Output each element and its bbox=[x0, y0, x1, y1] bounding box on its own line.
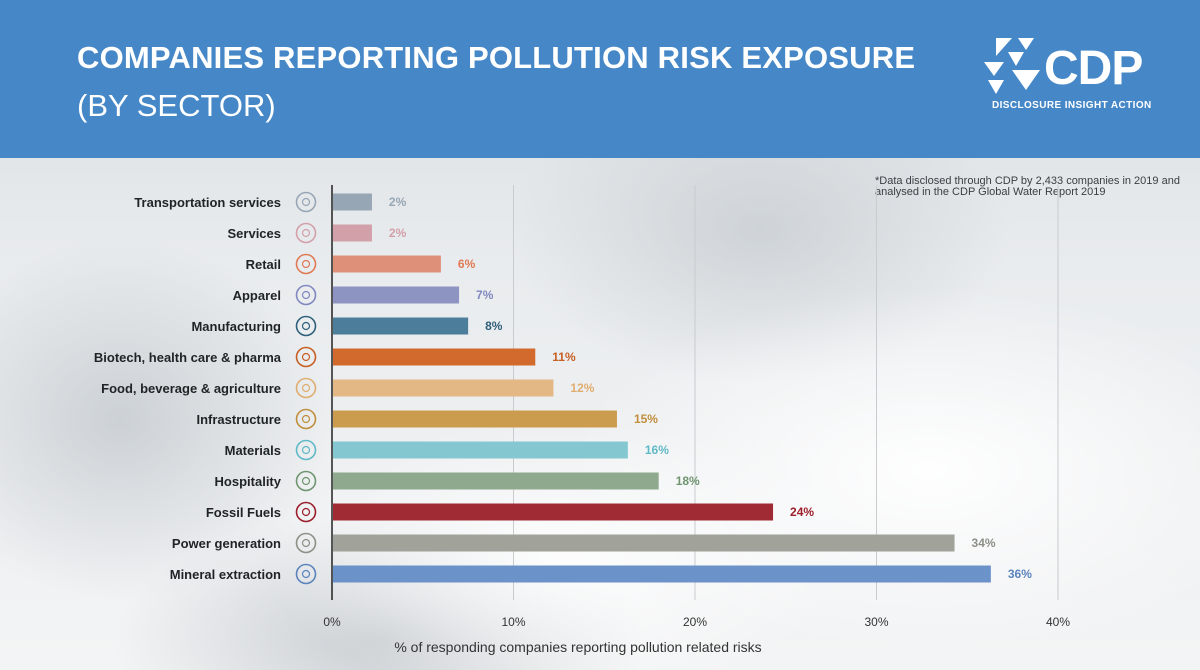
x-tick-labels: 0% 10% 20% 30% 40% bbox=[323, 615, 1070, 629]
building-icon bbox=[295, 408, 317, 430]
category-label: Transportation services bbox=[134, 195, 281, 210]
x-axis-title: % of responding companies reporting poll… bbox=[394, 639, 761, 655]
x-tick-label: 0% bbox=[323, 615, 341, 629]
category-label: Food, beverage & agriculture bbox=[101, 381, 281, 396]
bar bbox=[333, 534, 955, 552]
bar bbox=[333, 441, 628, 459]
value-label: 36% bbox=[1008, 567, 1032, 581]
value-label: 8% bbox=[485, 319, 503, 333]
value-label: 12% bbox=[570, 381, 594, 395]
category-label: Retail bbox=[246, 257, 281, 272]
services-icon bbox=[295, 222, 317, 244]
value-label: 34% bbox=[972, 536, 996, 550]
category-label: Biotech, health care & pharma bbox=[94, 350, 282, 365]
bar bbox=[333, 193, 372, 211]
bar bbox=[333, 472, 659, 490]
value-label: 24% bbox=[790, 505, 814, 519]
cdp-logo-icon bbox=[984, 38, 1040, 94]
category-label: Power generation bbox=[172, 536, 281, 551]
bar bbox=[333, 255, 441, 273]
truck-icon bbox=[295, 439, 317, 461]
value-label: 2% bbox=[389, 226, 407, 240]
category-label: Hospitality bbox=[215, 474, 282, 489]
bar bbox=[333, 379, 554, 397]
bar bbox=[333, 565, 991, 583]
value-label: 16% bbox=[645, 443, 669, 457]
header-banner: COMPANIES REPORTING POLLUTION RISK EXPOS… bbox=[0, 0, 1200, 158]
value-label: 2% bbox=[389, 195, 407, 209]
category-label: Services bbox=[228, 226, 282, 241]
drill-icon bbox=[295, 563, 317, 585]
x-tick-label: 10% bbox=[501, 615, 525, 629]
category-label: Manufacturing bbox=[191, 319, 281, 334]
bar bbox=[333, 286, 460, 304]
logo-text: CDP bbox=[1044, 42, 1143, 95]
bus-icon bbox=[295, 191, 317, 213]
category-labels: Transportation services Services Retail App… bbox=[94, 195, 282, 582]
category-label: Mineral extraction bbox=[170, 567, 281, 582]
flame-icon bbox=[295, 501, 317, 523]
x-tick-label: 20% bbox=[683, 615, 707, 629]
footnote: *Data disclosed through CDP by 2,433 com… bbox=[875, 175, 1180, 198]
pill-icon bbox=[295, 346, 317, 368]
value-label: 18% bbox=[676, 474, 700, 488]
x-tick-label: 40% bbox=[1046, 615, 1070, 629]
agriculture-icon bbox=[295, 377, 317, 399]
bar bbox=[333, 348, 536, 366]
value-label: 15% bbox=[634, 412, 658, 426]
category-label: Fossil Fuels bbox=[206, 505, 281, 520]
category-label: Infrastructure bbox=[196, 412, 281, 427]
x-tick-label: 30% bbox=[864, 615, 888, 629]
chart-title: COMPANIES REPORTING POLLUTION RISK EXPOS… bbox=[77, 40, 916, 75]
bar bbox=[333, 317, 469, 335]
bar bbox=[333, 224, 372, 242]
bar bbox=[333, 410, 617, 428]
category-label: Materials bbox=[225, 443, 281, 458]
logo-tagline: DISCLOSURE INSIGHT ACTION bbox=[992, 100, 1152, 111]
category-icons bbox=[295, 191, 317, 585]
shopping-cart-icon bbox=[295, 253, 317, 275]
hanger-icon bbox=[295, 284, 317, 306]
hospitality-icon bbox=[295, 470, 317, 492]
value-label: 6% bbox=[458, 257, 476, 271]
value-label: 11% bbox=[552, 350, 576, 364]
power-plant-icon bbox=[295, 532, 317, 554]
bars: 2% 2% 6% 7% 8% 11% 12% 15% 16% 18% 24% 34% 36% bbox=[333, 193, 1032, 583]
bar bbox=[333, 503, 774, 521]
chart-subtitle: (BY SECTOR) bbox=[77, 88, 276, 123]
factory-icon bbox=[295, 315, 317, 337]
category-label: Apparel bbox=[233, 288, 281, 303]
value-label: 7% bbox=[476, 288, 494, 302]
